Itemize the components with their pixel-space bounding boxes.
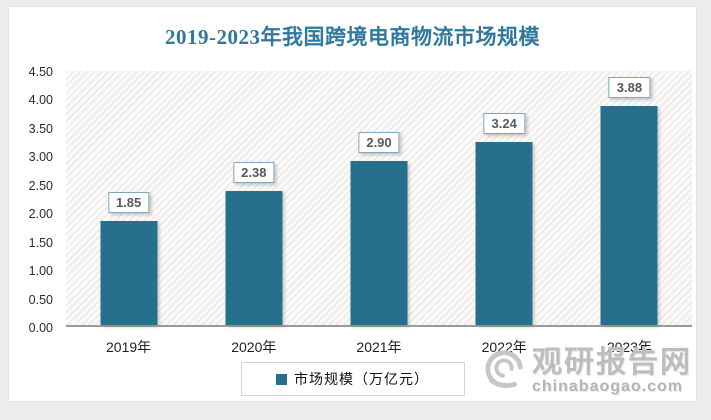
legend: 市场规模（万亿元） (240, 362, 465, 396)
chart-panel: 2019-2023年我国跨境电商物流市场规模 0.00 0.50 1.00 1.50 2… (8, 6, 697, 402)
bar-value-label: 3.24 (483, 113, 525, 135)
y-axis-tick-label: 3.00 (28, 150, 53, 165)
y-axis-tick-label: 0.00 (28, 321, 53, 335)
bar-group: 2.38 (191, 71, 316, 325)
x-axis: 2019年 2020年 2021年 2022年 2023年 (66, 337, 692, 357)
chart-title: 2019-2023年我国跨境电商物流市场规模 (165, 25, 540, 49)
bar-2022年 (475, 142, 533, 325)
legend-marker-icon (276, 373, 287, 385)
y-axis-tick-label: 0.50 (28, 292, 53, 307)
y-axis-tick-label: 2.50 (28, 178, 53, 193)
y-axis-tick-label: 1.00 (28, 264, 53, 279)
bar-value-label: 2.90 (358, 132, 400, 154)
y-axis-tick-label: 2.00 (28, 207, 53, 222)
bar-value-label: 2.38 (233, 161, 275, 183)
x-axis-label: 2019年 (106, 339, 152, 355)
y-axis-tick-label: 3.50 (28, 121, 53, 136)
y-axis-tick-label: 1.50 (28, 235, 53, 250)
x-axis-label: 2021年 (356, 339, 402, 355)
y-axis-tick-label: 4.00 (28, 93, 53, 108)
bar-2021年 (350, 161, 408, 325)
x-axis-label: 2022年 (481, 339, 527, 355)
bar-value-label: 1.85 (107, 191, 150, 213)
bar-group: 3.24 (442, 71, 567, 325)
plot-area: 1.85 2.38 2.90 3.24 3.88 (66, 71, 692, 327)
bar-2019年 (100, 220, 158, 325)
x-axis-label: 2023年 (606, 339, 652, 355)
legend-label: 市场规模（万亿元） (294, 371, 429, 387)
y-axis-tick-label: 4.50 (28, 65, 53, 79)
bar-group: 2.90 (316, 71, 441, 325)
bar-group: 3.88 (567, 71, 692, 325)
bar-value-label: 3.88 (608, 77, 651, 98)
x-axis-label: 2020年 (231, 339, 277, 355)
bar-2023年 (600, 106, 658, 325)
watermark-site-url: chinabaogao.com (532, 377, 684, 395)
y-axis: 0.00 0.50 1.00 1.50 2.00 2.50 3.00 3.50 4.00 4.50 (9, 65, 57, 335)
bar-2020年 (225, 190, 283, 325)
bar-group: 1.85 (66, 71, 191, 325)
